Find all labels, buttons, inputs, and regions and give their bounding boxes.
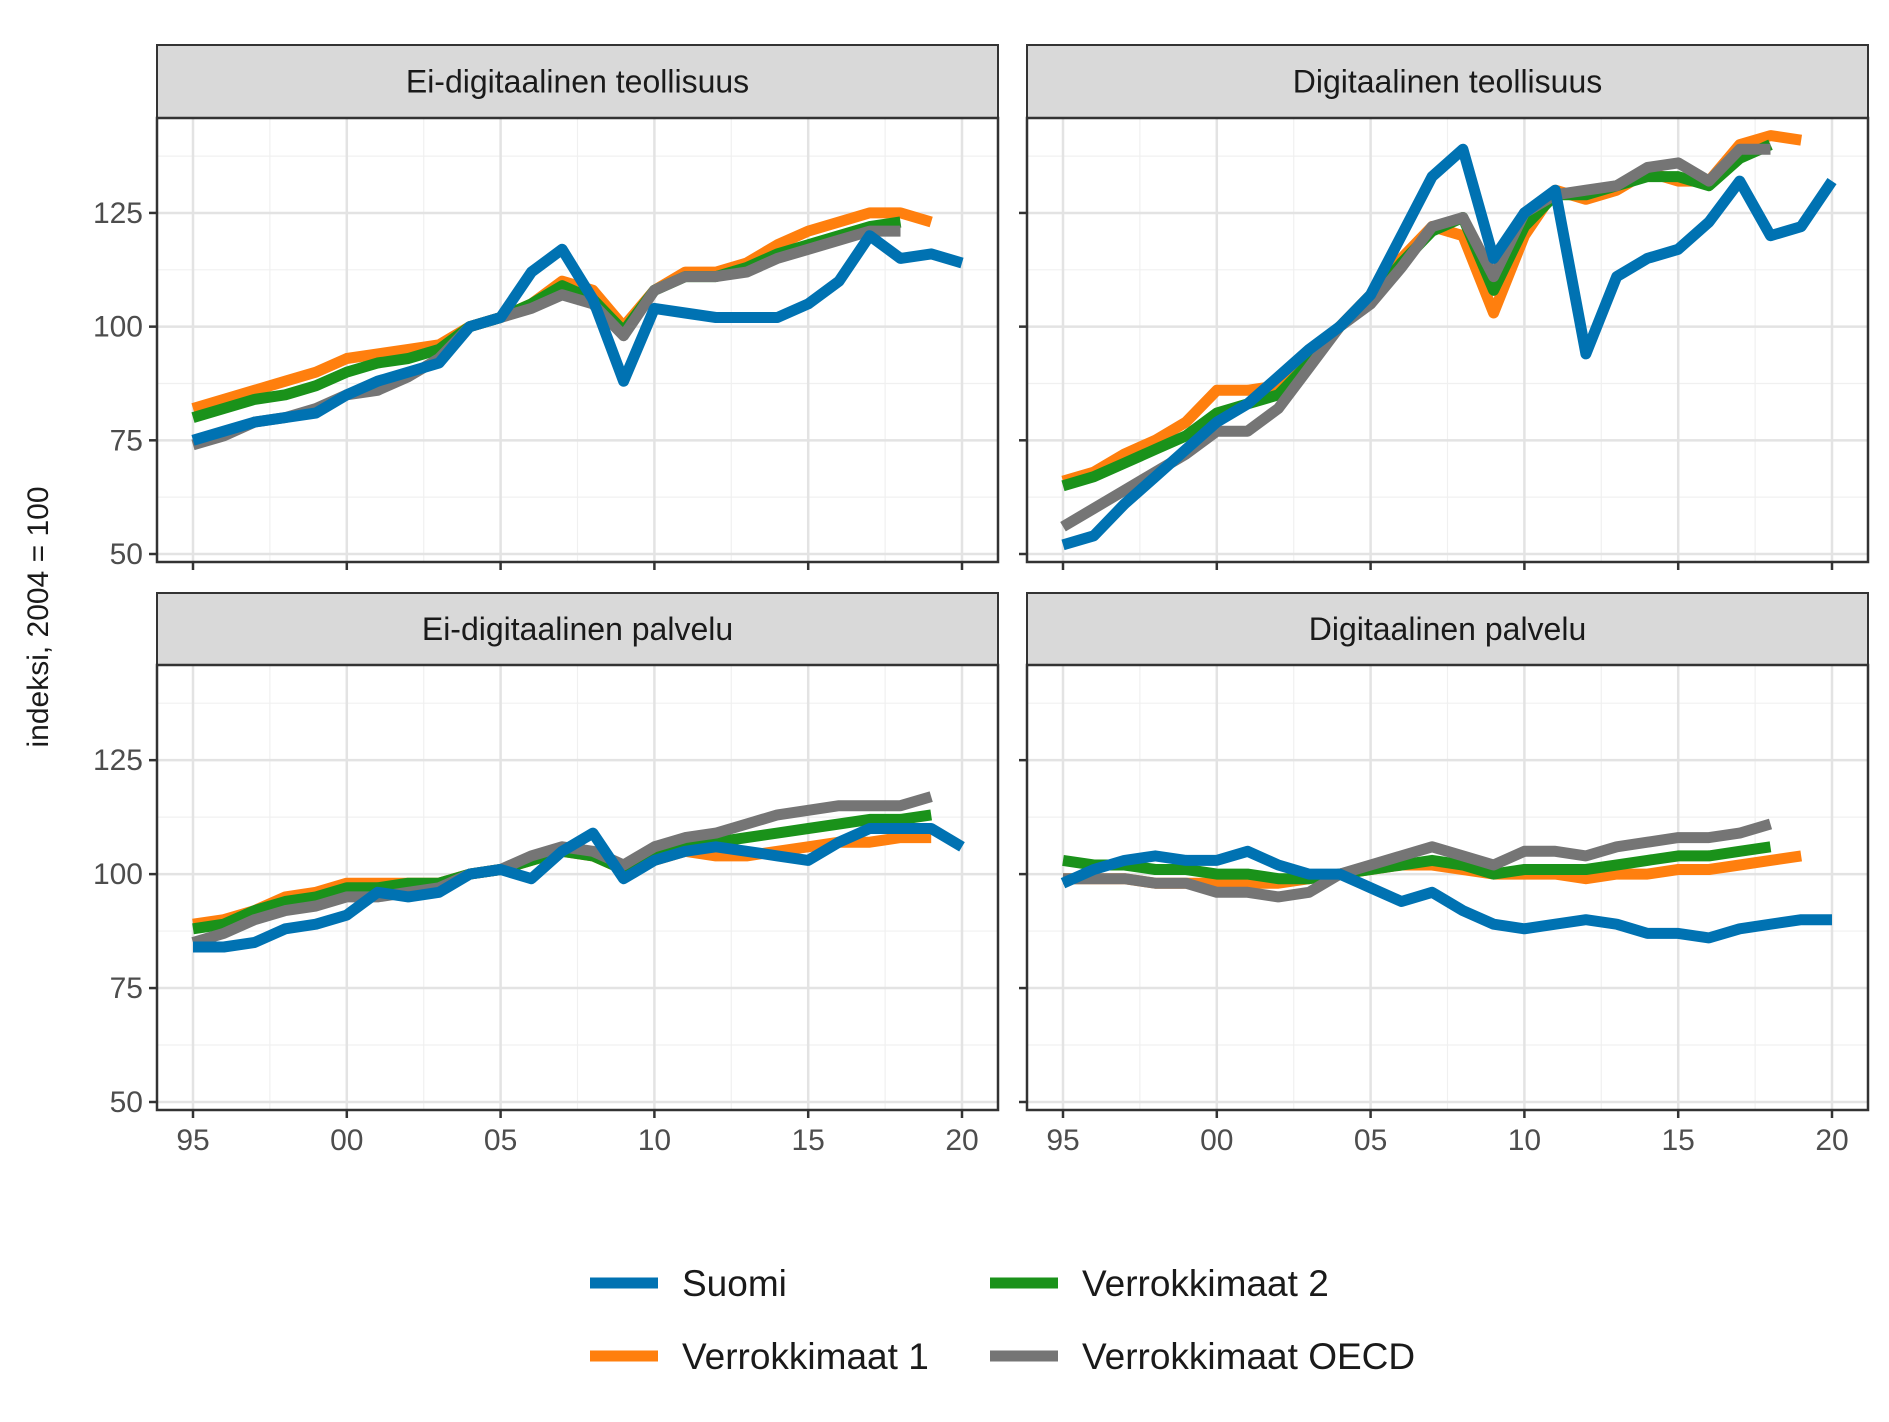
panel-border-digitaalinen-teollisuus: [1025, 116, 1870, 564]
legend-label-verrokkimaat-1: Verrokkimaat 1: [682, 1336, 929, 1377]
legend-item-verrokkimaat-1: Verrokkimaat 1: [590, 1336, 929, 1377]
panel-ei-digitaalinen-palvelu: Ei-digitaalinen palvelu 50 75 100 125 95 00 05 1…: [93, 592, 1000, 1157]
x-tick-label: 95: [176, 1124, 209, 1157]
x-tick-label: 20: [1815, 1124, 1848, 1157]
x-axis-digitaalinen-teollisuus: [1061, 562, 1834, 570]
series-group-digitaalinen-teollisuus: [1060, 130, 1837, 551]
facet-title-digitaalinen-palvelu: Digitaalinen palvelu: [1309, 611, 1587, 647]
y-axis-digitaalinen-teollisuus: [1019, 211, 1027, 556]
panel-border-ei-digitaalinen-teollisuus: [155, 116, 1000, 564]
series-line-suomi: [193, 823, 965, 953]
panel-border-digitaalinen-palvelu: [1025, 663, 1870, 1112]
x-axis-ei-digitaalinen-palvelu: 95 00 05 10 15 20: [176, 1110, 979, 1157]
series-group-ei-digitaalinen-teollisuus: [191, 207, 964, 451]
y-axis-label: indeksi, 2004 = 100: [22, 486, 55, 747]
y-tick-label: 50: [110, 1086, 143, 1119]
x-tick-label: 00: [330, 1124, 363, 1157]
panel-digitaalinen-teollisuus: Digitaalinen teollisuus: [1019, 44, 1870, 570]
legend-label-verrokkimaat-oecd: Verrokkimaat OECD: [1082, 1336, 1415, 1377]
gridlines-digitaalinen-palvelu: [1027, 665, 1868, 1110]
x-tick-label: 10: [1508, 1124, 1541, 1157]
facet-title-digitaalinen-teollisuus: Digitaalinen teollisuus: [1293, 64, 1603, 100]
legend-item-verrokkimaat-2: Verrokkimaat 2: [990, 1263, 1329, 1304]
series-line-suomi: [1061, 143, 1837, 551]
gridlines-digitaalinen-teollisuus: [1027, 118, 1868, 562]
y-axis-ei-digitaalinen-palvelu: 50 75 100 125: [93, 744, 157, 1119]
series-group-ei-digitaalinen-palvelu: [191, 791, 965, 953]
facet-title-ei-digitaalinen-teollisuus: Ei-digitaalinen teollisuus: [406, 64, 749, 100]
x-tick-label: 10: [638, 1124, 671, 1157]
gridlines-ei-digitaalinen-palvelu: [157, 665, 998, 1110]
y-tick-label: 50: [110, 538, 143, 571]
legend-item-suomi: Suomi: [590, 1263, 787, 1304]
legend: Suomi Verrokkimaat 2 Verrokkimaat 1 Verrokk…: [590, 1263, 1415, 1377]
facet-panels: Ei-digitaalinen teollisuus 50 75 100 125 Digi…: [93, 44, 1870, 1157]
y-tick-label: 100: [93, 858, 143, 891]
panel-border-ei-digitaalinen-palvelu: [155, 663, 1000, 1112]
x-axis-ei-digitaalinen-teollisuus: [191, 562, 964, 570]
series-group-digitaalinen-palvelu: [1060, 818, 1832, 944]
y-axis-ei-digitaalinen-teollisuus: 50 75 100 125: [93, 197, 157, 571]
y-tick-label: 75: [110, 424, 143, 457]
x-axis-digitaalinen-palvelu: 95 00 05 10 15 20: [1046, 1110, 1849, 1157]
x-tick-label: 15: [1662, 1124, 1695, 1157]
series-line-verrokkimaat-oecd: [1063, 818, 1773, 903]
y-tick-label: 100: [93, 311, 143, 344]
series-line-suomi: [191, 230, 964, 446]
facet-strip-ei-digitaalinen-teollisuus: [156, 44, 999, 119]
y-tick-label: 75: [110, 972, 143, 1005]
series-line-suomi: [1060, 845, 1832, 944]
y-tick-label: 125: [93, 744, 143, 777]
y-tick-label: 125: [93, 197, 143, 230]
x-tick-label: 20: [945, 1124, 978, 1157]
panel-ei-digitaalinen-teollisuus: Ei-digitaalinen teollisuus 50 75 100 125: [93, 44, 1000, 571]
y-axis-digitaalinen-palvelu: [1019, 758, 1027, 1104]
x-tick-label: 15: [792, 1124, 825, 1157]
legend-label-verrokkimaat-2: Verrokkimaat 2: [1082, 1263, 1329, 1304]
facet-title-ei-digitaalinen-palvelu: Ei-digitaalinen palvelu: [422, 611, 733, 647]
panel-digitaalinen-palvelu: Digitaalinen palvelu 95 00 05 10 15 20: [1019, 592, 1870, 1157]
series-line-verrokkimaat-2: [1062, 841, 1772, 885]
x-tick-label: 05: [484, 1124, 517, 1157]
legend-label-suomi: Suomi: [682, 1263, 787, 1304]
legend-item-verrokkimaat-oecd: Verrokkimaat OECD: [990, 1336, 1415, 1377]
x-tick-label: 00: [1200, 1124, 1233, 1157]
x-tick-label: 05: [1354, 1124, 1387, 1157]
x-tick-label: 95: [1046, 1124, 1079, 1157]
